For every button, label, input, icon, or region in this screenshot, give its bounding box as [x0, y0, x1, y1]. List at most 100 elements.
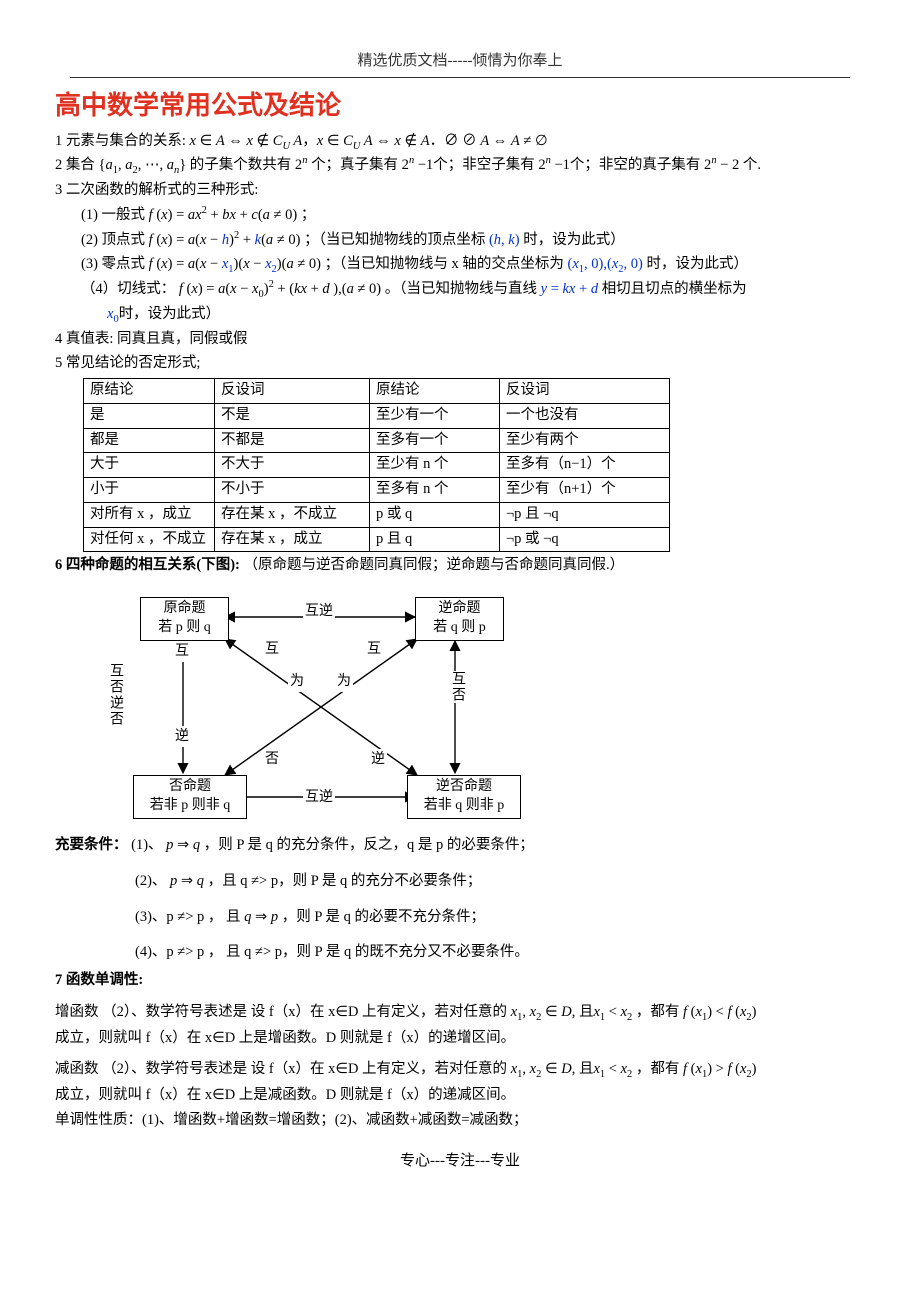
inc1a: 增函数 （2）、数学符号表述是 设 f（x）在 x∈D 上有定义，若对任意的 [55, 1004, 507, 1020]
table-cell: 至少有 n 个 [370, 453, 500, 478]
lbl-top: 互逆 [303, 601, 335, 622]
sec3-i2-point: (h, k) [489, 232, 520, 248]
sec1-label: 1 元素与集合的关系: [55, 133, 186, 149]
sec3-i4-end: 相切且切点的横坐标为 [602, 281, 747, 297]
sec3-i4-mid: 。（当已知抛物线与直线 [385, 281, 541, 297]
sec3-i4-label: （4）切线式： [81, 281, 179, 297]
sec3-i2-mid: ；（当已知抛物线的顶点坐标 [304, 232, 489, 248]
table-row: 都是不都是至多有一个至少有两个 [84, 428, 670, 453]
table-row: 原结论反设词原结论反设词 [84, 379, 670, 404]
lbl-hu1: 互 [263, 639, 281, 660]
dec1a: 减函数 （2）、数学符号表述是 设 f（x）在 x∈D 上有定义，若对任意的 [55, 1061, 507, 1077]
cond-2: (2)、 p ⇒ q ，且 q ≠> p，则 P 是 q 的充分不必要条件； [55, 871, 865, 893]
table-cell: 原结论 [370, 379, 500, 404]
section-4: 4 真值表: 同真且真，同假或假 [55, 329, 865, 351]
b1a: 原命题 [147, 600, 222, 619]
sec3-i2-end: 时，设为此式） [523, 232, 625, 248]
sec3-item2: (2) 顶点式 f (x) = a(x − h)2 + k(a ≠ 0) ；（当… [55, 230, 865, 252]
table-cell: 存在某 x ，不成立 [215, 502, 370, 527]
lbl-fou: 否 [263, 749, 281, 770]
table-row: 对所有 x ，成立存在某 x ，不成立p 或 q¬p 且 ¬q [84, 502, 670, 527]
table-row: 大于不大于至少有 n 个至多有（n−1）个 [84, 453, 670, 478]
sec3-i4-tail: 时，设为此式） [119, 306, 221, 322]
table-cell: ¬p 且 ¬q [500, 502, 670, 527]
table-cell: 一个也没有 [500, 403, 670, 428]
lbl-wei1: 为 [288, 671, 306, 692]
table-cell: 是 [84, 403, 215, 428]
table-cell: 反设词 [215, 379, 370, 404]
proposition-diagram: 原命题 若 p 则 q 逆命题 若 q 则 p 否命题 若非 p 则非 q 逆否… [85, 591, 555, 821]
box-inverse: 逆命题 若 q 则 p [415, 597, 504, 641]
cond-4: (4)、p ≠> p ， 且 q ≠> p，则 P 是 q 的既不充分又不必要条… [55, 942, 865, 964]
sec3-i2-label: (2) 顶点式 [81, 232, 149, 248]
header-rule [70, 77, 850, 78]
box-contrapositive: 逆否命题 若非 q 则非 p [407, 775, 521, 819]
table-cell: 对任何 x ，不成立 [84, 527, 215, 552]
table-cell: 不小于 [215, 478, 370, 503]
table-cell: p 或 q [370, 502, 500, 527]
section-6: 6 四种命题的相互关系(下图): （原命题与逆否命题同真同假；逆命题与否命题同真… [55, 555, 865, 577]
sec3-item3: (3) 零点式 f (x) = a(x − x1)(x − x2)(a ≠ 0)… [55, 254, 865, 276]
table-row: 对任何 x ，不成立存在某 x ，成立p 且 q¬p 或 ¬q [84, 527, 670, 552]
sec3-item1: (1) 一般式 f (x) = ax2 + bx + c(a ≠ 0) ； [55, 205, 865, 227]
negation-table: 原结论反设词原结论反设词是不是至少有一个一个也没有都是不都是至多有一个至少有两个… [83, 378, 670, 552]
table-cell: 至少有两个 [500, 428, 670, 453]
b3a: 否命题 [140, 778, 240, 797]
section-2: 2 集合 {a1, a2, ⋯, an} 的子集个数共有 2n 个；真子集有 2… [55, 155, 865, 177]
table-row: 是不是至少有一个一个也没有 [84, 403, 670, 428]
table-cell: 对所有 x ，成立 [84, 502, 215, 527]
dec1c: ，都有 [636, 1061, 680, 1077]
header-top: 精选优质文档-----倾情为你奉上 [55, 50, 865, 73]
table-cell: 小于 [84, 478, 215, 503]
b3b: 若非 p 则非 q [140, 797, 240, 816]
sec3-i3-points: (x1, 0),(x2, 0) [567, 256, 642, 272]
table-cell: 至少有（n+1）个 [500, 478, 670, 503]
box-original: 原命题 若 p 则 q [140, 597, 229, 641]
table-cell: p 且 q [370, 527, 500, 552]
table-cell: 不都是 [215, 428, 370, 453]
sec7-inc2: 成立，则就叫 f（x）在 x∈D 上是增函数。D 则就是 f（x）的递增区间。 [55, 1028, 865, 1050]
sec3-item4-cont: x0时，设为此式） [55, 304, 865, 326]
sec3-item4: （4）切线式： f (x) = a(x − x0)2 + (kx + d ),(… [55, 279, 865, 301]
table-cell: 存在某 x ，成立 [215, 527, 370, 552]
sec6-bold: 6 四种命题的相互关系(下图): [55, 557, 240, 573]
footer: 专心---专注---专业 [55, 1150, 865, 1173]
b2a: 逆命题 [422, 600, 497, 619]
table-cell: 至多有 n 个 [370, 478, 500, 503]
sec7-mono: 单调性性质：(1)、增函数+增函数=增函数；(2)、减函数+减函数=减函数； [55, 1110, 865, 1132]
table-cell: 不大于 [215, 453, 370, 478]
section-5: 5 常见结论的否定形式; [55, 353, 865, 375]
lbl-farleft: 互否逆否 [103, 663, 128, 727]
lbl-wei2: 为 [335, 671, 353, 692]
sec7-inc1: 增函数 （2）、数学符号表述是 设 f（x）在 x∈D 上有定义，若对任意的 x… [55, 1002, 865, 1024]
lbl-left-hu: 互 [173, 641, 191, 662]
sec7-dec2: 成立，则就叫 f（x）在 x∈D 上是减函数。D 则就是 f（x）的递减区间。 [55, 1085, 865, 1107]
b4b: 若非 q 则非 p [414, 797, 514, 816]
sec7-dec1: 减函数 （2）、数学符号表述是 设 f（x）在 x∈D 上有定义，若对任意的 x… [55, 1059, 865, 1081]
table-cell: ¬p 或 ¬q [500, 527, 670, 552]
section-3-head: 3 二次函数的解析式的三种形式: [55, 180, 865, 202]
b1b: 若 p 则 q [147, 619, 222, 638]
table-cell: 不是 [215, 403, 370, 428]
table-row: 小于不小于至多有 n 个至少有（n+1）个 [84, 478, 670, 503]
b2b: 若 q 则 p [422, 619, 497, 638]
doc-title: 高中数学常用公式及结论 [55, 86, 865, 125]
sec6-note: （原命题与逆否命题同真同假；逆命题与否命题同真同假.） [244, 557, 625, 573]
sec3-i1-label: (1) 一般式 [81, 207, 149, 223]
sec3-i3-label: (3) 零点式 [81, 256, 149, 272]
box-negation: 否命题 若非 p 则非 q [133, 775, 247, 819]
section-7-head: 7 函数单调性: [55, 970, 865, 992]
sec3-i3-mid: ；（当已知抛物线与 x 轴的交点坐标为 [325, 256, 568, 272]
table-cell: 大于 [84, 453, 215, 478]
cond-3: (3)、p ≠> p ， 且 q ⇒ p ，则 P 是 q 的必要不充分条件； [55, 907, 865, 929]
lbl-bottom: 互逆 [303, 787, 335, 808]
lbl-hu2: 互 [365, 639, 383, 660]
sec3-i3-end: 时，设为此式） [646, 256, 748, 272]
lbl-ni: 逆 [369, 749, 387, 770]
inc1c: ，都有 [636, 1004, 680, 1020]
table-cell: 都是 [84, 428, 215, 453]
b4a: 逆否命题 [414, 778, 514, 797]
table-cell: 至多有一个 [370, 428, 500, 453]
lbl-right: 互否 [445, 671, 470, 703]
sec3-i4-line: y = kx + d [541, 281, 598, 297]
